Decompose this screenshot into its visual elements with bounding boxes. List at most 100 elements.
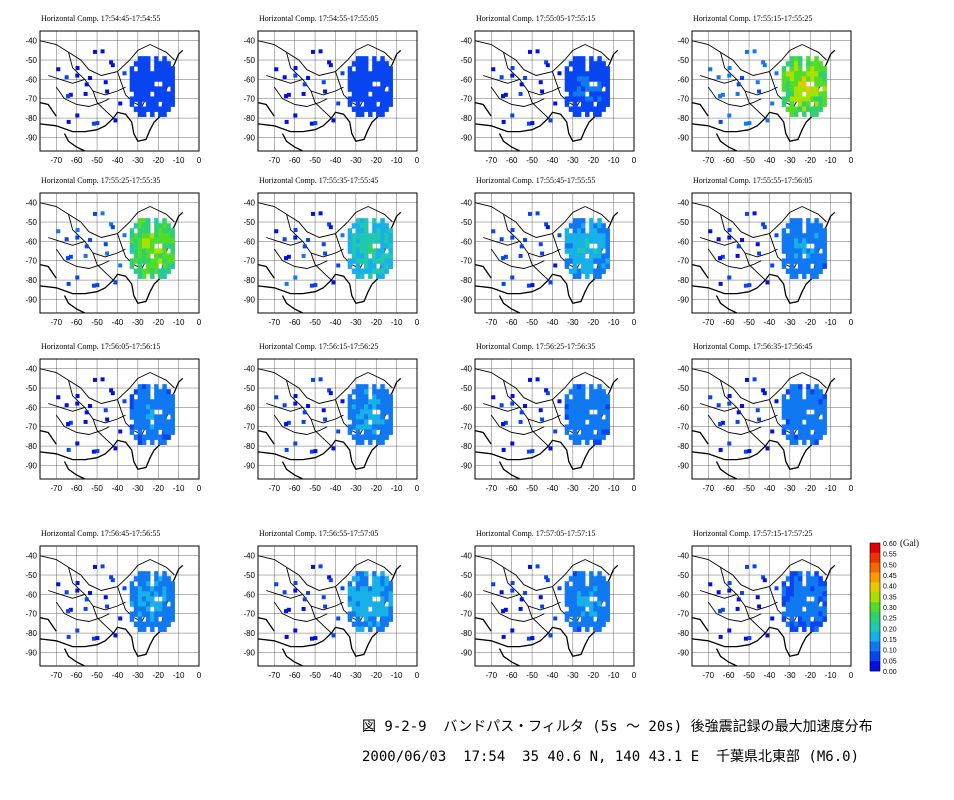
heat-cell [388, 601, 393, 607]
colorbar-label: 0.30 [883, 605, 897, 612]
heat-cell [822, 66, 827, 72]
heat-cell [137, 106, 143, 112]
heat-cell [380, 621, 385, 627]
heat-cell [810, 434, 815, 440]
heat-cell [166, 101, 171, 107]
heat-cell [810, 91, 815, 97]
station-marker [301, 253, 306, 258]
heat-cell [359, 424, 365, 430]
station-marker [755, 242, 760, 247]
heat-cell [146, 404, 151, 410]
heat-cell [141, 581, 147, 587]
heat-cell [137, 253, 143, 259]
heat-cell [162, 596, 167, 602]
station-marker [302, 597, 307, 602]
station-marker [548, 280, 553, 285]
heat-cell [822, 419, 827, 425]
heat-cell [351, 601, 357, 607]
heat-cell [137, 404, 143, 410]
station-marker [530, 449, 535, 454]
colorbar-label: 0.05 [883, 658, 897, 665]
heat-cell [789, 66, 795, 72]
prefecture-border [273, 86, 328, 107]
heat-cell [581, 71, 586, 77]
station-marker [103, 242, 108, 247]
heat-cell [818, 81, 823, 87]
heat-cell [355, 111, 361, 117]
station-marker [510, 628, 515, 633]
heat-cell [137, 218, 143, 224]
heat-cell [388, 101, 393, 107]
heat-cell [818, 263, 823, 269]
heat-cell [376, 111, 381, 117]
station-marker [519, 244, 524, 249]
station-marker [286, 92, 291, 97]
heat-cell [364, 223, 369, 229]
heat-cell [814, 228, 819, 234]
heat-cell [368, 404, 373, 410]
heat-cell [601, 591, 606, 597]
station-marker [66, 119, 71, 124]
heat-cell [162, 248, 167, 254]
heat-cell [572, 258, 578, 264]
panel-title: Horizontal Comp. 17:56:35-17:56:45 [693, 342, 812, 351]
station-marker [91, 121, 96, 126]
prefecture-border [257, 368, 369, 404]
heat-cell [154, 233, 159, 239]
heat-cell [158, 434, 163, 440]
heat-cell [359, 621, 365, 627]
heat-cell [781, 596, 787, 602]
heat-cell [162, 71, 167, 77]
heat-cell [141, 434, 147, 440]
station-marker [286, 254, 291, 259]
heat-cell [798, 429, 803, 435]
heat-cell [364, 414, 369, 420]
heat-cell [601, 409, 606, 415]
heat-cell [355, 606, 361, 612]
heat-cell [368, 626, 373, 632]
heat-cell [793, 409, 799, 415]
heat-cell [170, 414, 175, 420]
heat-cell [818, 621, 823, 627]
station-marker [718, 447, 723, 452]
heat-cell [146, 56, 151, 62]
heat-cell [798, 56, 803, 62]
heat-cell [818, 399, 823, 405]
heat-cell [154, 223, 159, 229]
heat-cell [785, 404, 791, 410]
y-tick-label: -70 [460, 423, 472, 432]
heat-cell [589, 414, 594, 420]
heat-cell [597, 106, 602, 112]
coastline [63, 648, 86, 667]
heat-cell [601, 243, 606, 249]
heat-cell [372, 399, 377, 405]
x-tick-label: -40 [547, 318, 559, 327]
heat-cell [814, 86, 819, 92]
heat-cell [146, 71, 151, 77]
heat-cell [589, 611, 594, 617]
heat-cell [150, 424, 155, 430]
heat-cell [359, 586, 365, 592]
heat-cell [814, 111, 819, 117]
x-tick-label: -40 [330, 671, 342, 680]
heat-cell [384, 263, 389, 269]
heat-cell [568, 61, 574, 67]
heat-cell [166, 389, 171, 395]
heat-cell [810, 223, 815, 229]
station-marker [752, 49, 757, 54]
station-marker [743, 121, 748, 126]
heat-cell [141, 611, 147, 617]
y-tick-label: -40 [460, 365, 472, 374]
heat-cell [798, 96, 803, 102]
heat-cell [372, 71, 377, 77]
heat-cell [137, 66, 143, 72]
coastline [63, 461, 86, 480]
heat-cell [351, 596, 357, 602]
heat-cell [170, 586, 175, 592]
x-tick-label: -30 [132, 318, 144, 327]
heat-cell [589, 91, 594, 97]
heat-cell [605, 591, 610, 597]
station-marker [553, 101, 558, 106]
heat-cell [129, 429, 135, 435]
x-tick-label: -30 [350, 318, 362, 327]
